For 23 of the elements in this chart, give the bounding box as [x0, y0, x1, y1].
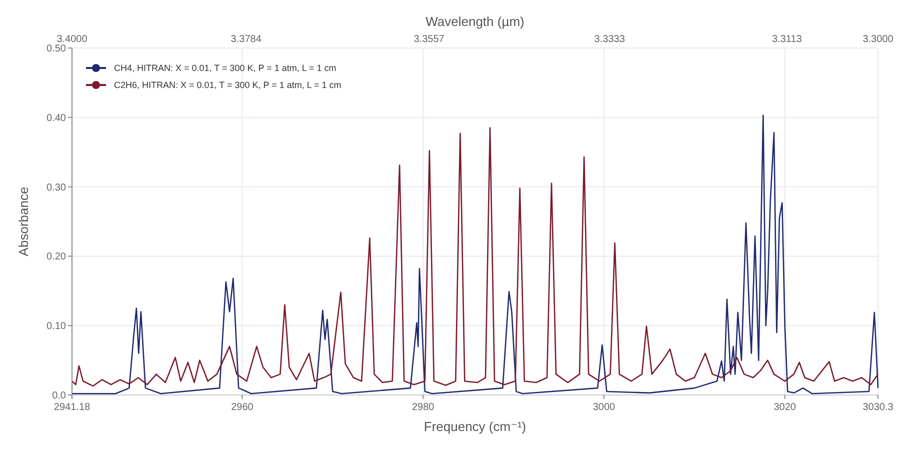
x2-tick-label: 3.3557 — [414, 34, 445, 45]
legend-label: CH4, HITRAN: X = 0.01, T = 300 K, P = 1 atm, L = 1 cm — [114, 63, 336, 74]
legend-label: C2H6, HITRAN: X = 0.01, T = 300 K, P = 1 atm, L = 1 cm — [114, 80, 342, 90]
x-tick-label: 3000 — [592, 402, 616, 413]
y-tick-label: 0.0 — [52, 390, 66, 402]
y-tick-label: 0.50 — [46, 44, 66, 54]
x-tick-label: 3030.3 — [862, 402, 894, 413]
x2-tick-label: 3.3333 — [594, 34, 626, 45]
x2-tick-label: 3.4000 — [56, 34, 88, 45]
y-tick-label: 0.20 — [46, 252, 66, 263]
y-tick-label: 0.10 — [46, 321, 66, 332]
x-tick-label: 2960 — [231, 402, 254, 413]
x2-tick-label: 3.3113 — [772, 34, 802, 45]
x2-axis-title: Wavelength (µm) — [426, 14, 524, 29]
x-tick-label: 2980 — [412, 402, 435, 413]
y-tick-label: 0.40 — [46, 112, 66, 124]
x2-tick-label: 3.3000 — [862, 34, 894, 45]
x2-tick-label: 3.3784 — [230, 34, 262, 45]
x-tick-label: 3020 — [774, 402, 796, 413]
y-axis-title: Absorbance — [16, 186, 31, 256]
x-tick-label: 2941.18 — [54, 402, 91, 413]
y-tick-label: 0.30 — [46, 182, 66, 194]
x-axis-title: Frequency (cm⁻¹) — [424, 419, 526, 434]
